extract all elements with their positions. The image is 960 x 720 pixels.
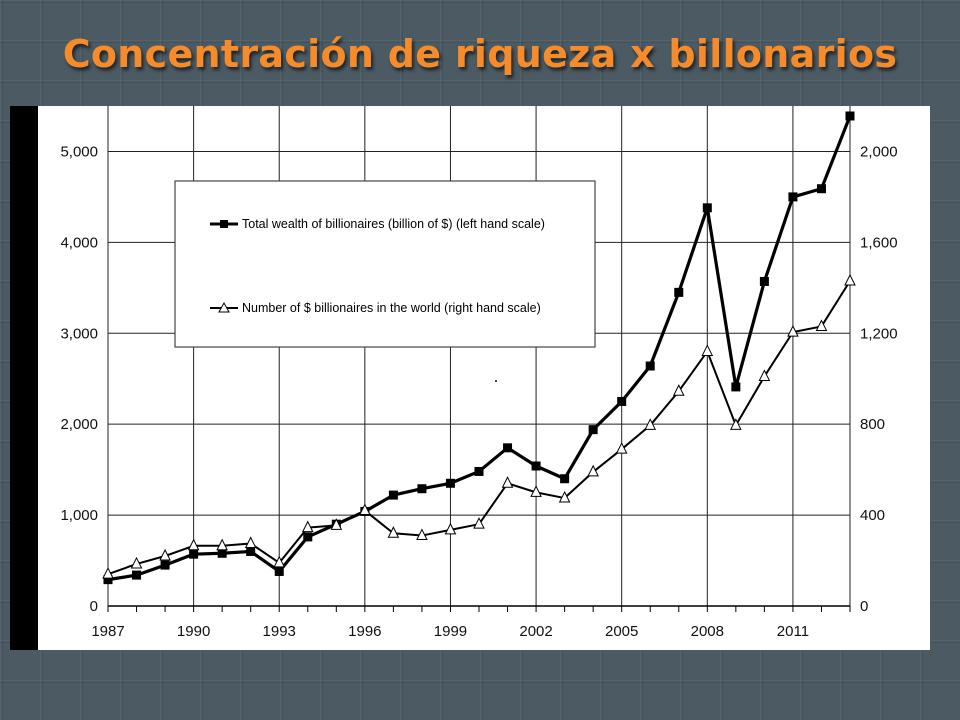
chart-frame: 1987 1990 1993 1996 1999 2002 2005 2008 2011 0 1,0… <box>10 106 930 650</box>
wealth-point <box>303 532 313 542</box>
y-left-tick-label: 4,000 <box>60 234 98 251</box>
y-right-tick-label: 0 <box>860 598 868 615</box>
count-point <box>416 528 428 541</box>
count-point <box>473 517 485 529</box>
wealth-point <box>702 203 712 213</box>
count-point <box>187 538 200 551</box>
wealth-point <box>816 184 826 194</box>
y-right-tick-label: 1,600 <box>860 234 898 251</box>
count-point <box>330 518 343 530</box>
count-point <box>730 418 742 430</box>
legend-box <box>174 180 596 348</box>
wealth-point <box>845 111 855 121</box>
wealth-point <box>674 287 684 297</box>
y-left-tick-label: 0 <box>90 598 98 615</box>
x-tick-label: 1999 <box>434 623 467 640</box>
wealth-billionaires-chart: 1987 1990 1993 1996 1999 2002 2005 2008 2011 0 1,0… <box>60 106 898 640</box>
legend-label-wealth: Total wealth of billionaires (billion of… <box>242 217 545 231</box>
count-point <box>701 344 714 356</box>
black-edge-decoration <box>10 106 38 650</box>
wealth-point <box>503 443 513 453</box>
x-tick-label: 1996 <box>348 623 381 640</box>
count-point <box>444 522 457 535</box>
count-point <box>787 325 799 337</box>
count-point <box>244 536 257 548</box>
count-point <box>130 556 143 569</box>
count-point <box>672 384 685 396</box>
legend-marker-count <box>218 301 230 313</box>
count-point <box>216 538 228 551</box>
wealth-point <box>246 546 256 556</box>
y-left-tick-label: 2,000 <box>60 416 98 433</box>
series-layer <box>102 111 856 585</box>
stray-dot <box>495 380 497 382</box>
wealth-point <box>445 478 455 488</box>
x-tick-label: 1987 <box>91 623 124 640</box>
count-point <box>159 548 171 561</box>
x-tick-label: 1993 <box>263 623 296 640</box>
x-tick-label: 1990 <box>177 623 210 640</box>
y-left-tick-label: 1,000 <box>60 507 98 524</box>
count-point <box>758 369 771 381</box>
wealth-point <box>759 276 769 286</box>
y-right-tick-label: 2,000 <box>860 143 898 160</box>
legend-marker-wealth <box>220 220 228 228</box>
count-point <box>844 273 856 286</box>
wealth-point <box>132 570 142 580</box>
wealth-point <box>103 575 113 585</box>
count-point <box>102 567 114 579</box>
x-tick-label: 2011 <box>777 623 809 640</box>
wealth-point <box>189 549 199 559</box>
count-point <box>615 442 628 454</box>
wealth-point <box>388 490 398 500</box>
wealth-point <box>531 461 541 471</box>
y-right-tick-label: 1,200 <box>860 325 898 342</box>
count-point <box>301 520 314 533</box>
count-point <box>273 555 286 568</box>
count-point <box>587 464 599 477</box>
wealth-point <box>788 192 798 202</box>
wealth-point <box>617 396 627 406</box>
count-point <box>815 319 828 331</box>
x-tick-label: 2008 <box>691 623 724 640</box>
count-point <box>644 418 657 430</box>
slide-title: Concentración de riqueza x billonarios <box>62 32 898 76</box>
x-tick-label: 2002 <box>519 623 552 640</box>
y-right-tick-label: 800 <box>860 416 885 433</box>
y-left-tick-label: 3,000 <box>60 325 98 342</box>
count-point <box>530 485 542 497</box>
legend: Total wealth of billionaires (billion of… <box>174 180 596 348</box>
wealth-point <box>645 361 655 371</box>
wealth-point <box>588 425 598 435</box>
wealth-point <box>474 466 484 476</box>
wealth-point <box>274 566 284 576</box>
count-point <box>387 526 400 538</box>
wealth-point <box>160 560 170 570</box>
count-point <box>359 503 371 516</box>
wealth-point <box>731 382 741 392</box>
y-right-tick-label: 400 <box>860 507 885 524</box>
count-point <box>558 490 571 503</box>
wealth-point <box>560 474 570 484</box>
axes-layer: 1987 1990 1993 1996 1999 2002 2005 2008 2011 0 1,0… <box>60 143 897 640</box>
x-tick-label: 2005 <box>605 623 638 640</box>
count-point <box>501 476 514 488</box>
wealth-point <box>217 548 227 558</box>
y-left-tick-label: 5,000 <box>60 143 98 160</box>
wealth-point <box>417 484 427 494</box>
legend-label-count: Number of $ billionaires in the world (r… <box>242 301 541 315</box>
